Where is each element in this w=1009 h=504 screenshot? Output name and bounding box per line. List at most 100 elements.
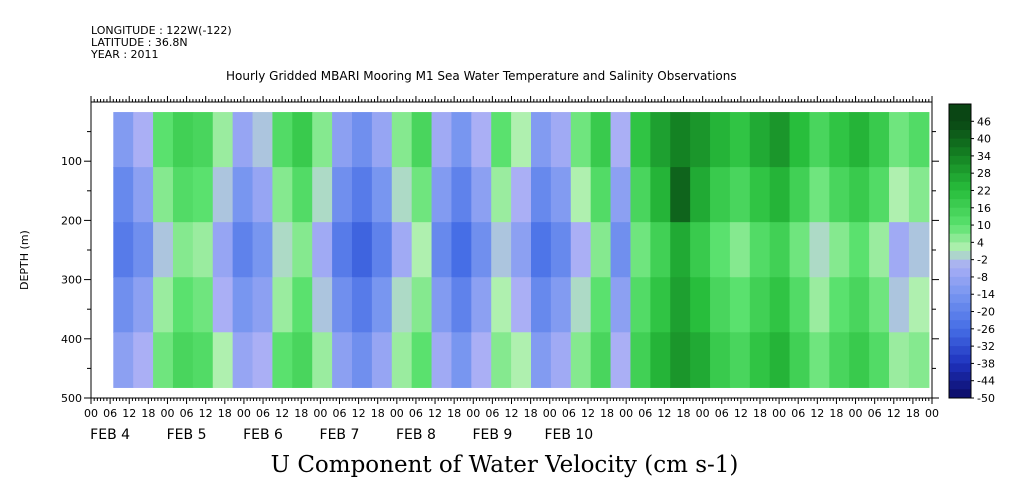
- x-day-label: FEB 6: [243, 427, 283, 443]
- heatmap-cell: [710, 332, 731, 388]
- y-tick-label: 100: [61, 155, 82, 168]
- heatmap-cell: [869, 222, 890, 278]
- heatmap-cell: [710, 277, 731, 333]
- heatmap-cell: [133, 277, 154, 333]
- heatmap-cell: [610, 222, 632, 278]
- heatmap-cell: [749, 167, 771, 223]
- colorbar-band: [949, 129, 971, 140]
- heatmap-cell: [153, 222, 174, 278]
- x-hour-label: 06: [485, 407, 499, 420]
- heatmap-cell: [908, 332, 930, 388]
- heatmap-cell: [610, 332, 632, 388]
- heatmap-cell: [153, 112, 174, 168]
- heatmap-cell: [809, 112, 830, 168]
- colorbar-label: -20: [977, 306, 995, 319]
- heatmap-cell: [133, 167, 154, 223]
- heatmap-cell: [570, 277, 592, 333]
- heatmap-cell: [411, 277, 433, 333]
- x-hour-label: 00: [390, 407, 404, 420]
- colorbar-label: -50: [977, 392, 995, 405]
- x-hour-label: 00: [925, 407, 939, 420]
- x-hour-label: 00: [160, 407, 174, 420]
- heatmap-cell: [133, 112, 154, 168]
- x-day-label: FEB 10: [544, 427, 593, 443]
- heatmap-cell: [351, 167, 373, 223]
- heatmap-cell: [908, 112, 930, 168]
- heatmap-cell: [232, 167, 254, 223]
- colorbar-frame: [948, 103, 972, 399]
- heatmap-cell: [391, 112, 413, 168]
- y-tick-label: 500: [61, 392, 82, 405]
- heatmap-cell: [729, 112, 751, 168]
- heatmap-cell: [531, 112, 552, 168]
- heatmap-cell: [272, 332, 293, 388]
- colorbar-band: [949, 259, 971, 269]
- heatmap-cell: [491, 332, 512, 388]
- x-hour-label: 12: [199, 407, 213, 420]
- x-hour-label: 18: [829, 407, 843, 420]
- heatmap-cell: [630, 222, 651, 278]
- heatmap-cell: [272, 277, 293, 333]
- heatmap-cell: [212, 112, 234, 168]
- heatmap-cell: [550, 167, 572, 223]
- heatmap-cell: [690, 277, 711, 333]
- heatmap-cell: [849, 332, 870, 388]
- heatmap-cell: [252, 277, 274, 333]
- heatmap-cell: [630, 167, 651, 223]
- heatmap-cell: [729, 332, 751, 388]
- heatmap-cell: [869, 167, 890, 223]
- colorbar-band: [949, 233, 971, 243]
- colorbar-band: [949, 112, 971, 122]
- heatmap-cell: [471, 167, 492, 223]
- heatmap-cell: [670, 332, 691, 388]
- heatmap-cell: [491, 222, 512, 278]
- heatmap-cell: [610, 112, 632, 168]
- colorbar-band: [949, 155, 971, 166]
- heatmap-cell: [371, 112, 393, 168]
- x-hour-label: 12: [734, 407, 748, 420]
- heatmap-cell: [769, 332, 791, 388]
- colorbar-band: [949, 337, 971, 347]
- heatmap-cell: [570, 222, 592, 278]
- heatmap-cell: [670, 112, 691, 168]
- heatmap-cell: [431, 167, 453, 223]
- heatmap-cell: [451, 112, 472, 168]
- heatmap-cell: [749, 332, 771, 388]
- heatmap-cell: [312, 277, 333, 333]
- heatmap-cell: [550, 222, 572, 278]
- heatmap-cell: [729, 222, 751, 278]
- heatmap-cell: [849, 112, 870, 168]
- heatmap-cell: [411, 332, 433, 388]
- heatmap-cell: [232, 222, 254, 278]
- heatmap-cell: [531, 277, 552, 333]
- heatmap-cell: [371, 277, 393, 333]
- heatmap-cell: [769, 167, 791, 223]
- colorbar-band: [949, 276, 971, 287]
- x-hour-label: 18: [371, 407, 385, 420]
- heatmap-cell: [371, 222, 393, 278]
- variable-caption: U Component of Water Velocity (cm s-1): [270, 452, 739, 478]
- heatmap-cell: [272, 167, 293, 223]
- colorbar-label: 4: [977, 236, 984, 249]
- heatmap-cell: [172, 112, 194, 168]
- x-hour-label: 06: [332, 407, 346, 420]
- heatmap-cell: [431, 222, 453, 278]
- colorbar-band: [949, 389, 971, 399]
- colorbar-band: [949, 380, 971, 390]
- heatmap-cell: [172, 332, 194, 388]
- colorbar-band: [949, 173, 971, 183]
- x-hour-label: 06: [715, 407, 729, 420]
- heatmap-cell: [292, 167, 313, 223]
- colorbar-label: -2: [977, 254, 988, 267]
- heatmap-cell: [729, 167, 751, 223]
- heatmap-cell: [133, 332, 154, 388]
- heatmap-cell: [113, 277, 134, 333]
- colorbar-label: -44: [977, 375, 995, 388]
- heatmap-cell: [769, 222, 791, 278]
- heatmap-cell: [550, 112, 572, 168]
- heatmap-cell: [332, 332, 353, 388]
- x-hour-label: 12: [810, 407, 824, 420]
- heatmap-cell: [610, 277, 632, 333]
- heatmap-cell: [729, 277, 751, 333]
